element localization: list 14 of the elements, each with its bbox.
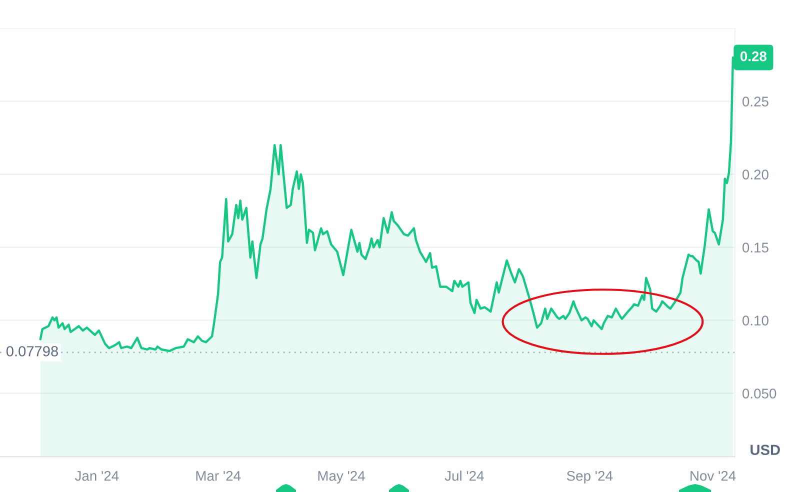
y-tick-label: 0.050 xyxy=(742,388,776,398)
x-tick-label: Mar '24 xyxy=(196,470,241,481)
y-tick-label: 0.25 xyxy=(742,96,768,106)
annotation: 0.28 xyxy=(740,51,767,62)
x-tick-label: Jul '24 xyxy=(444,470,484,481)
y-axis-title: USD xyxy=(750,444,780,456)
x-tick-label: Nov '24 xyxy=(690,470,736,481)
x-tick-label: Jan '24 xyxy=(74,470,119,481)
y-tick-label: 0.15 xyxy=(742,242,768,252)
y-tick-label: 0.10 xyxy=(742,316,768,326)
ref-line-label: 0.07798 xyxy=(6,346,58,356)
x-tick-label: May '24 xyxy=(318,470,365,484)
x-tick-label: Sep '24 xyxy=(566,470,613,484)
y-tick-label: 0.20 xyxy=(742,170,768,180)
